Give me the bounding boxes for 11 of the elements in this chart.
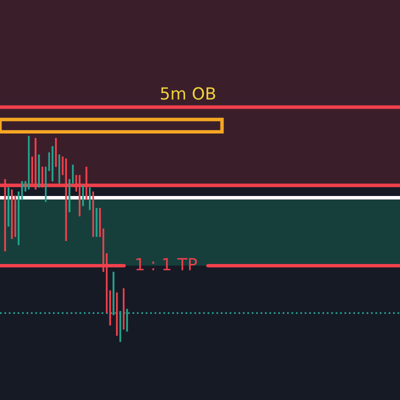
candlestick [55, 137, 57, 168]
candlestick [8, 186, 10, 228]
candlestick [96, 207, 98, 238]
candlestick [82, 184, 84, 207]
annotation: 1 : 1 TP [136, 258, 197, 270]
candlestick [116, 292, 118, 336]
annotation: 5m OB [160, 87, 216, 100]
candlestick [109, 290, 111, 326]
candlestick [11, 188, 13, 240]
candlestick [38, 154, 40, 188]
candlestick [52, 146, 54, 182]
